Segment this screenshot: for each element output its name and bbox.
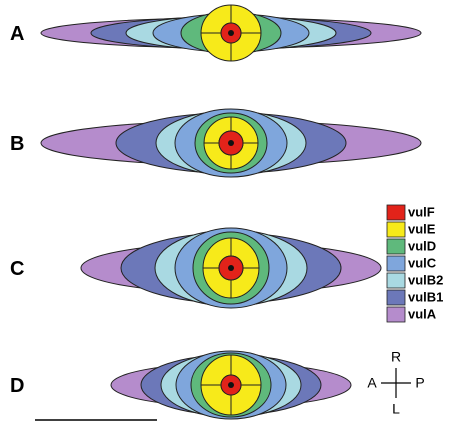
legend-label: vulB1 xyxy=(408,289,443,304)
compass-label: A xyxy=(367,375,377,391)
panel-label: D xyxy=(10,375,24,397)
legend-label: vulB2 xyxy=(408,272,443,287)
legend-label: vulE xyxy=(408,221,436,236)
lumen xyxy=(228,382,234,388)
figure: A B C D R L A P vulF vulE vulD vulC vulB2 vul… xyxy=(0,0,466,424)
lumen xyxy=(228,265,234,271)
panel-label: A xyxy=(10,23,24,45)
legend-swatch xyxy=(387,239,405,254)
legend-swatch xyxy=(387,273,405,288)
legend-swatch xyxy=(387,222,405,237)
legend-swatch xyxy=(387,256,405,271)
legend-swatch xyxy=(387,290,405,305)
legend-swatch xyxy=(387,205,405,220)
compass xyxy=(381,368,411,398)
legend-swatch xyxy=(387,307,405,322)
legend-label: vulF xyxy=(408,204,435,219)
panel-label: C xyxy=(10,258,24,280)
compass-label: L xyxy=(392,401,400,417)
compass-label: P xyxy=(415,375,424,391)
panel-label: B xyxy=(10,133,24,155)
lumen xyxy=(228,140,234,146)
compass-label: R xyxy=(391,349,401,365)
lumen xyxy=(228,30,234,36)
legend-label: vulA xyxy=(408,306,437,321)
legend-label: vulC xyxy=(408,255,437,270)
legend-label: vulD xyxy=(408,238,436,253)
